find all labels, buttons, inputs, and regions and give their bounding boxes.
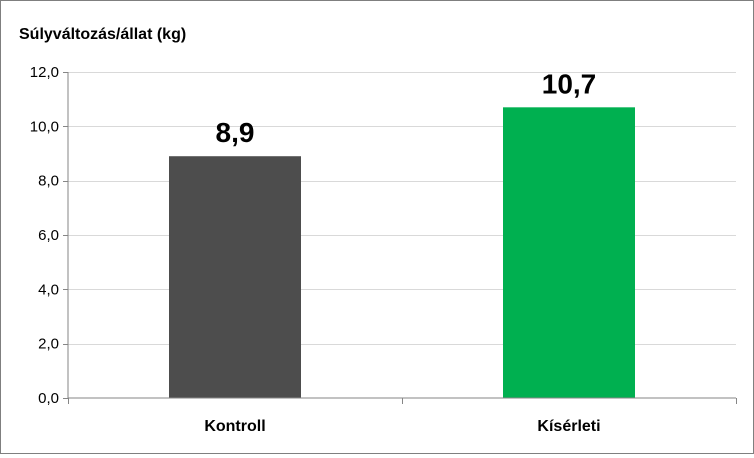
axes xyxy=(63,72,737,404)
y-tick-label: 0,0 xyxy=(38,390,59,407)
y-tick-labels: 0,0 2,0 4,0 6,0 8,0 10,0 12,0 xyxy=(30,64,59,407)
x-tick-labels: Kontroll Kísérleti xyxy=(204,418,600,435)
gridlines xyxy=(68,72,736,345)
x-tick-label: Kísérleti xyxy=(537,418,600,435)
y-tick-label: 4,0 xyxy=(38,281,59,298)
y-tick-label: 12,0 xyxy=(30,64,59,81)
y-tick-label: 6,0 xyxy=(38,227,59,244)
x-tick-label: Kontroll xyxy=(204,418,265,435)
data-labels: 8,9 10,7 xyxy=(216,68,597,148)
y-axis-title: Súlyváltozás/állat (kg) xyxy=(19,26,186,43)
y-tick-label: 8,0 xyxy=(38,173,59,190)
bars xyxy=(169,107,635,399)
y-tick-label: 2,0 xyxy=(38,336,59,353)
data-label: 8,9 xyxy=(216,117,255,148)
bar-kísérleti xyxy=(503,107,635,399)
bar-kontroll xyxy=(169,156,301,398)
y-tick-label: 10,0 xyxy=(30,118,59,135)
data-label: 10,7 xyxy=(542,68,597,99)
